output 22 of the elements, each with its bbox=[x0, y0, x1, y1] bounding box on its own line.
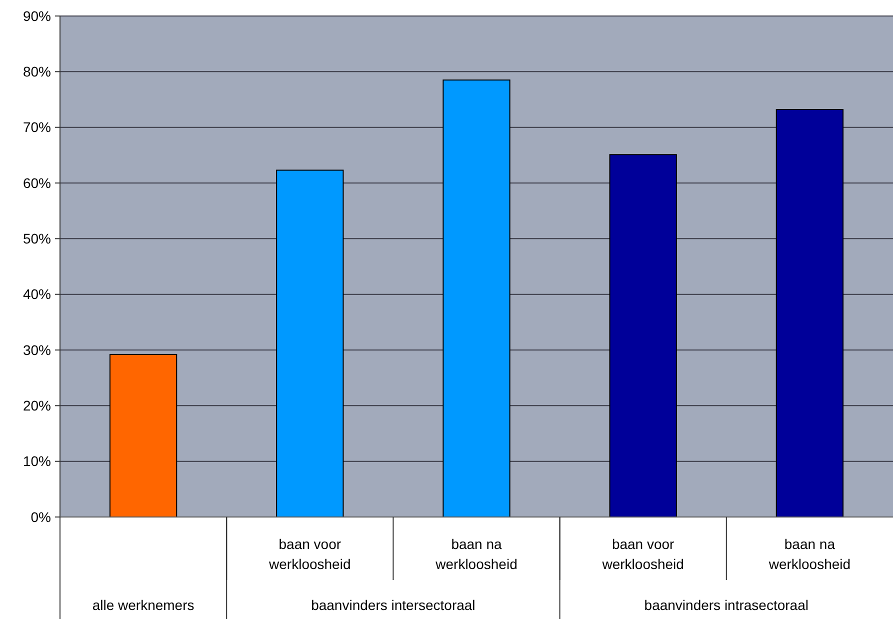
y-tick-label: 40% bbox=[22, 286, 51, 302]
bar bbox=[609, 154, 677, 518]
x-tick-label: baan voor werkloosheid bbox=[268, 536, 351, 572]
y-tick-label: 80% bbox=[22, 64, 51, 80]
x-tick-label: baan voor werkloosheid bbox=[601, 536, 684, 572]
bar bbox=[776, 109, 844, 518]
y-tick-label: 50% bbox=[22, 230, 51, 247]
text: baanvinders intersectoraal bbox=[311, 597, 476, 613]
text: baanvinders intrasectoraal bbox=[644, 597, 809, 613]
bar bbox=[442, 80, 510, 518]
y-tick-label: 0% bbox=[30, 508, 51, 525]
y-tick-label: 10% bbox=[22, 453, 51, 470]
x-tick-label: baan na werkloosheid bbox=[434, 536, 518, 572]
bar bbox=[109, 354, 178, 518]
y-tick-label: 90% bbox=[22, 8, 51, 24]
y-tick-label: 70% bbox=[22, 119, 51, 136]
text: alle werknemers bbox=[92, 597, 194, 613]
x-tick-label: baan na werkloosheid bbox=[768, 536, 851, 572]
y-tick-label: 30% bbox=[22, 342, 51, 358]
y-tick-label: 60% bbox=[22, 174, 51, 191]
bar bbox=[276, 170, 344, 518]
y-tick-label: 20% bbox=[22, 398, 51, 414]
